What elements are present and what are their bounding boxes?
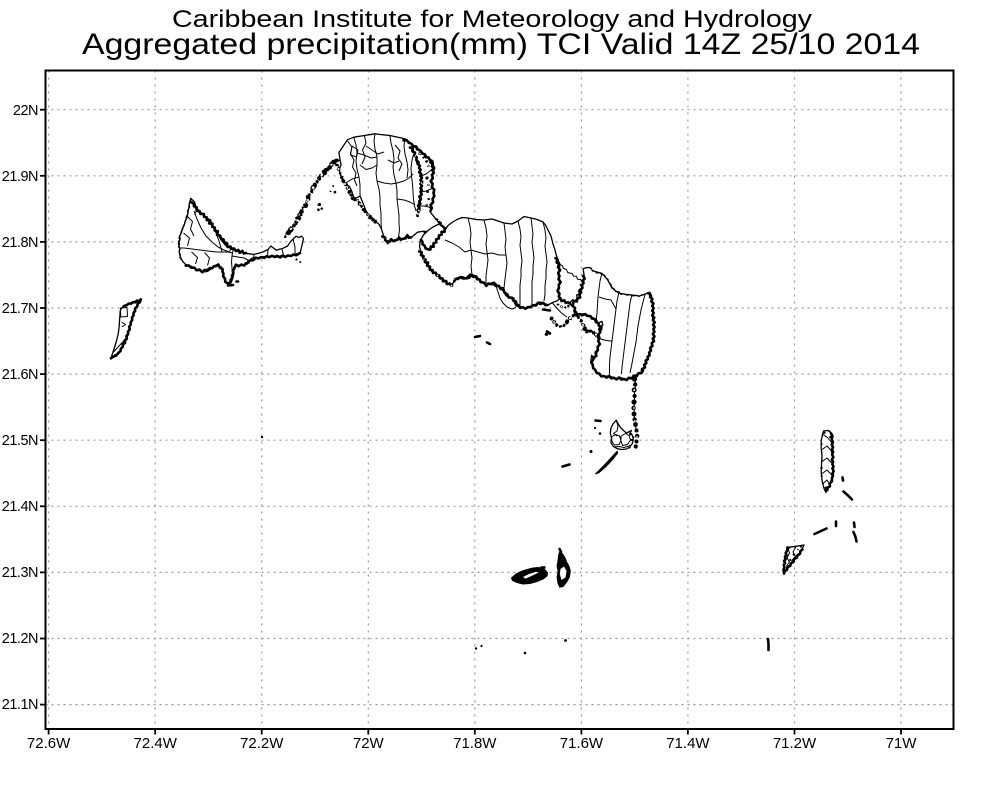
svg-text:21.8N: 21.8N xyxy=(2,235,38,251)
svg-text:71.6W: 71.6W xyxy=(560,735,604,752)
svg-text:71.4W: 71.4W xyxy=(666,735,710,752)
svg-text:71.2W: 71.2W xyxy=(773,735,817,752)
svg-text:21.4N: 21.4N xyxy=(2,499,38,515)
svg-text:72.2W: 72.2W xyxy=(240,735,284,752)
svg-text:72.4W: 72.4W xyxy=(134,735,178,752)
svg-text:21.9N: 21.9N xyxy=(2,169,38,185)
svg-text:Caribbean Institute for Meteor: Caribbean Institute for Meteorology and … xyxy=(172,6,812,33)
svg-text:21.6N: 21.6N xyxy=(2,367,38,383)
svg-text:72W: 72W xyxy=(353,735,385,752)
svg-text:71W: 71W xyxy=(886,735,918,752)
svg-text:21.3N: 21.3N xyxy=(2,565,38,581)
svg-text:22N: 22N xyxy=(13,103,38,119)
svg-text:21.5N: 21.5N xyxy=(2,433,38,449)
svg-text:21.1N: 21.1N xyxy=(2,697,38,713)
svg-text:71.8W: 71.8W xyxy=(453,735,497,752)
svg-text:21.2N: 21.2N xyxy=(2,631,38,647)
svg-text:72.6W: 72.6W xyxy=(27,735,71,752)
svg-text:Aggregated precipitation(mm) T: Aggregated precipitation(mm) TCI Valid 1… xyxy=(82,28,920,61)
svg-text:21.7N: 21.7N xyxy=(2,301,38,317)
